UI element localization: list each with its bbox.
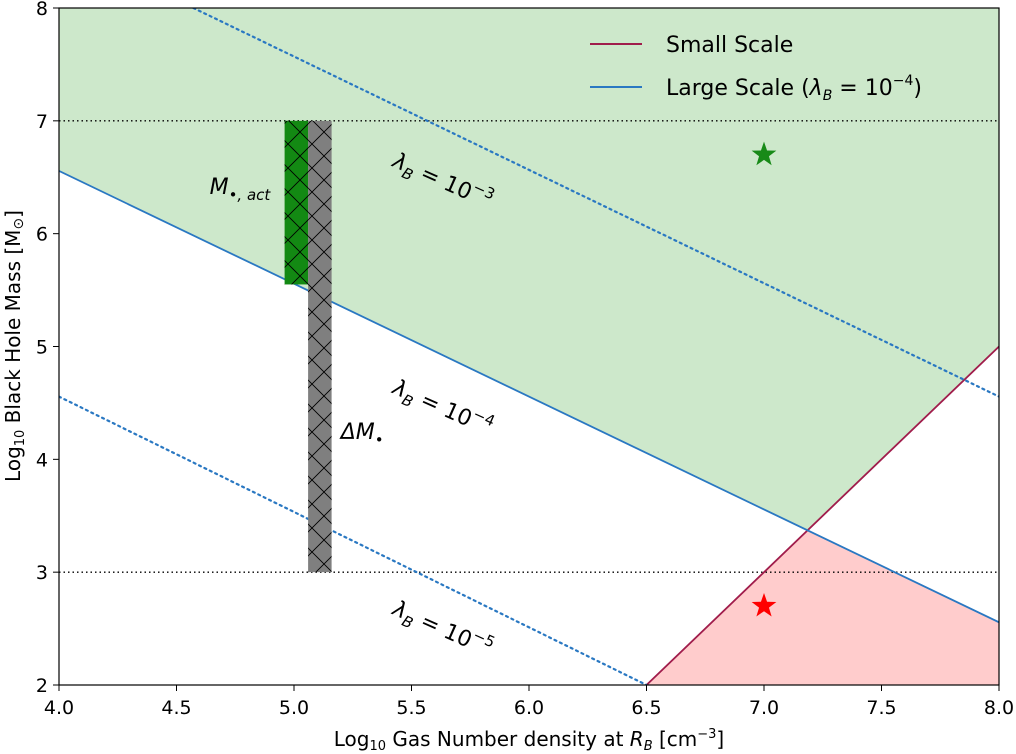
y-axis-label: Log10 Black Hole Mass [M⊙] — [1, 210, 28, 482]
x-tick-label: 4.0 — [44, 697, 74, 719]
y-tick-label: 8 — [36, 0, 48, 20]
series-line-1 — [59, 170, 999, 624]
x-tick-label: 8.0 — [984, 697, 1014, 719]
legend-label-large-scale: Large Scale (λB = 10−4) — [666, 73, 922, 104]
series-layer — [59, 8, 999, 685]
x-axis-label: Log10 Gas Number density at RB [cm−3] — [334, 727, 724, 754]
y-tick-label: 4 — [36, 449, 48, 471]
y-tick-label: 3 — [36, 562, 48, 584]
x-tick-label: 6.0 — [514, 697, 544, 719]
x-tick-label: 5.0 — [279, 697, 309, 719]
x-tick-label: 5.5 — [396, 697, 426, 719]
legend-label-small-scale: Small Scale — [666, 33, 793, 58]
stars-layer — [751, 141, 777, 617]
y-tick-label: 5 — [36, 337, 48, 359]
series-line-0 — [645, 345, 999, 685]
y-axis-ticks: 2 3 4 5 6 7 8 — [36, 0, 59, 697]
x-tick-label: 7.0 — [749, 697, 779, 719]
series-line-3 — [59, 395, 648, 685]
x-axis-ticks: 4.0 4.5 5.0 5.5 6.0 6.5 7.0 7.5 8.0 — [44, 685, 1014, 719]
regions-layer — [59, 8, 999, 685]
x-tick-label: 6.5 — [631, 697, 661, 719]
y-tick-label: 6 — [36, 224, 48, 246]
x-tick-label: 4.5 — [161, 697, 191, 719]
m-act-bar-hatch — [284, 120, 309, 285]
annot-m-act: M•, act — [210, 175, 272, 204]
red-region — [646, 530, 999, 685]
y-tick-label: 7 — [36, 111, 48, 133]
annot-delta-m: ΔM• — [339, 420, 384, 449]
series-line-2 — [192, 8, 999, 398]
green-star — [751, 141, 777, 166]
bars-layer — [284, 120, 332, 573]
x-tick-label: 7.5 — [866, 697, 896, 719]
y-tick-label: 2 — [36, 675, 48, 697]
red-star — [751, 593, 777, 617]
annot-lambda-1e-4: λB = 10−4 — [386, 370, 497, 445]
legend: Small Scale Large Scale (λB = 10−4) — [590, 33, 922, 104]
hlines-layer — [59, 120, 999, 573]
delta-m-bar-hatch — [308, 120, 332, 573]
